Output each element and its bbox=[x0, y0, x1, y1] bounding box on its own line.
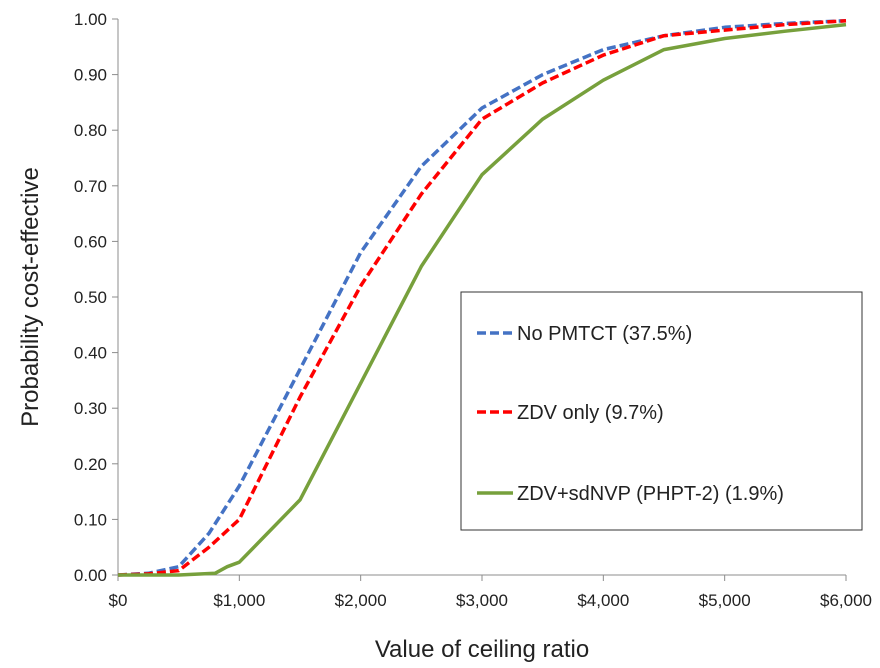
y-tick-label: 0.00 bbox=[74, 566, 107, 585]
x-tick-label: $0 bbox=[109, 591, 128, 610]
axes bbox=[112, 18, 847, 581]
y-tick-label: 1.00 bbox=[74, 10, 107, 29]
y-tick-label: 0.40 bbox=[74, 344, 107, 363]
series-lines bbox=[117, 18, 847, 577]
y-tick-label: 0.70 bbox=[74, 177, 107, 196]
y-tick-label: 0.50 bbox=[74, 288, 107, 307]
x-tick-label: $2,000 bbox=[335, 591, 387, 610]
x-tick-label: $3,000 bbox=[456, 591, 508, 610]
legend-box bbox=[460, 291, 863, 531]
series-line-1 bbox=[117, 18, 847, 577]
tick-labels: 0.00 0.10 0.20 0.30 0.40 0.50 0.60 0.70 0.80 0.90… bbox=[74, 10, 872, 610]
legend-label: ZDV+sdNVP (PHPT-2) (1.9%) bbox=[517, 483, 784, 505]
y-axis-title: Probability cost-effective bbox=[17, 167, 44, 427]
y-tick-label: 0.20 bbox=[74, 455, 107, 474]
y-tick-label: 0.10 bbox=[74, 510, 107, 529]
legend-label: ZDV only (9.7%) bbox=[517, 402, 664, 424]
x-tick-label: $4,000 bbox=[577, 591, 629, 610]
x-tick-label: $6,000 bbox=[820, 591, 872, 610]
series-line-3 bbox=[118, 22, 847, 577]
x-tick-label: $5,000 bbox=[699, 591, 751, 610]
y-tick-label: 0.60 bbox=[74, 232, 107, 251]
x-axis-title: Value of ceiling ratio bbox=[375, 636, 589, 663]
y-tick-label: 0.80 bbox=[74, 121, 107, 140]
legend-label: No PMTCT (37.5%) bbox=[517, 323, 692, 345]
legend: No PMTCT (37.5%) ZDV only (9.7%) ZDV+sdNVP… bbox=[460, 291, 863, 531]
y-tick-label: 0.30 bbox=[74, 399, 107, 418]
series-line-2 bbox=[117, 18, 847, 577]
y-tick-label: 0.90 bbox=[74, 66, 107, 85]
x-tick-label: $1,000 bbox=[213, 591, 265, 610]
